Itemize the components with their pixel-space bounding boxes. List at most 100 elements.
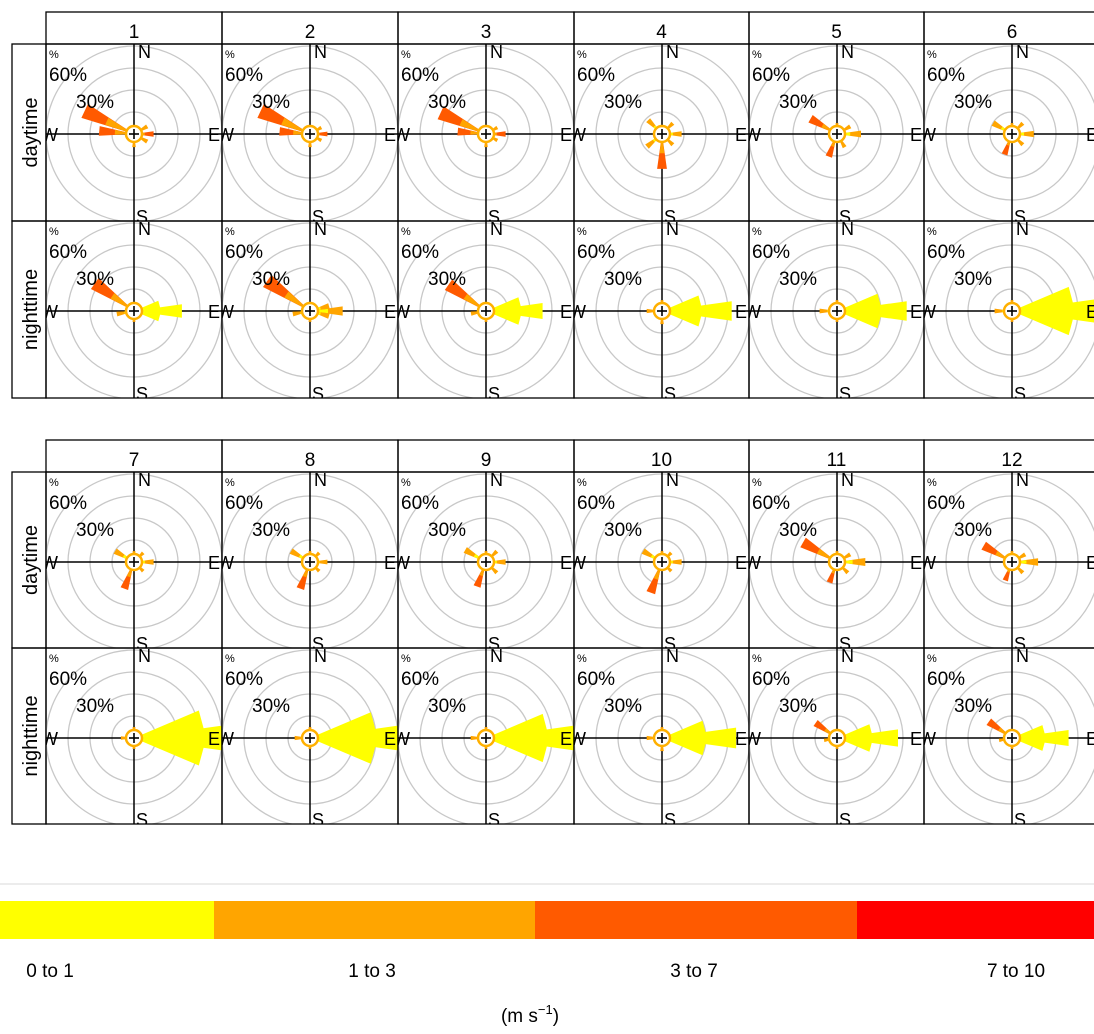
east-label: E: [910, 729, 922, 749]
ring-label: 60%: [225, 65, 263, 86]
wind-rose-panel: % 60% 30% N S W E: [744, 220, 925, 399]
ring-label: 60%: [401, 242, 439, 263]
east-label: E: [208, 125, 220, 145]
west-label: W: [919, 553, 936, 573]
east-label: E: [1086, 729, 1094, 749]
ring-label: 60%: [927, 669, 965, 690]
ring-label: %: [49, 49, 59, 61]
wind-petal: [837, 729, 898, 747]
legend-bin-label: 7 to 10: [987, 961, 1045, 982]
east-label: E: [560, 302, 572, 322]
west-label: W: [744, 553, 761, 573]
north-label: N: [138, 219, 151, 239]
ring-label: 30%: [779, 520, 817, 541]
wind-rose-panel: % 60% 30% N S W E: [569, 43, 750, 227]
south-label: S: [1014, 634, 1026, 654]
wind-rose-panel: % 60% 30% N S W E: [923, 220, 1094, 399]
ring-label: %: [49, 653, 59, 665]
ring-label: 30%: [954, 696, 992, 717]
ring-label: %: [401, 49, 411, 61]
ring-label: 30%: [604, 92, 642, 113]
ring-label: 60%: [927, 493, 965, 514]
north-label: N: [314, 646, 327, 666]
wind-petal: [662, 295, 702, 311]
wind-rose-plot: % 60% 30% N S W E: [574, 470, 749, 654]
south-label: S: [488, 810, 500, 830]
north-label: N: [138, 42, 151, 62]
row-label: daytime: [20, 97, 42, 167]
ring-label: %: [401, 653, 411, 665]
ring-label: 30%: [76, 269, 114, 290]
ring-label: 60%: [49, 493, 87, 514]
east-label: E: [560, 125, 572, 145]
wind-petal: [837, 293, 881, 311]
wind-rose-panel: % 60% 30% N S W E: [573, 220, 750, 399]
ring-label: 30%: [428, 696, 466, 717]
ring-label: 60%: [577, 65, 615, 86]
north-label: N: [314, 470, 327, 490]
wind-rose-plot: % 60% 30% N S W E: [222, 646, 398, 830]
wind-rose-plot: % 60% 30% N S W E: [569, 44, 749, 227]
wind-petal: [662, 738, 706, 756]
east-label: E: [384, 553, 396, 573]
legend-unit-base: (m s: [501, 1006, 538, 1027]
west-label: W: [393, 729, 410, 749]
north-label: N: [666, 646, 679, 666]
wind-rose-panel: % 60% 30% N S W E: [919, 647, 1094, 825]
ring-label: 60%: [752, 65, 790, 86]
south-label: S: [664, 810, 676, 830]
east-label: E: [384, 125, 396, 145]
ring-label: %: [225, 226, 235, 238]
wind-rose-panel: % 60% 30% N S W E: [221, 646, 399, 830]
north-label: N: [666, 470, 679, 490]
north-label: N: [841, 646, 854, 666]
month-label: 5: [831, 22, 842, 43]
west-label: W: [569, 125, 586, 145]
ring-label: 30%: [428, 520, 466, 541]
wind-rose-plot: % 60% 30% N S W E: [41, 42, 222, 221]
south-label: S: [664, 207, 676, 227]
wind-rose-plot: % 60% 30% N S W E: [41, 648, 222, 824]
east-label: E: [208, 729, 220, 749]
north-label: N: [138, 470, 151, 490]
wind-rose-plot: % 60% 30% N S W E: [574, 646, 749, 830]
wind-rose-panel: % 60% 30% N S W E: [744, 646, 925, 825]
legend-bin-label: 0 to 1: [26, 961, 74, 982]
west-label: W: [744, 302, 761, 322]
south-label: S: [664, 634, 676, 654]
ring-label: %: [225, 653, 235, 665]
wind-rose-panel: % 60% 30% N S W E: [573, 470, 750, 654]
wind-rose-plot: % 60% 30% N S W E: [46, 470, 222, 648]
north-label: N: [1016, 42, 1029, 62]
wind-petal: [837, 724, 872, 738]
west-label: W: [744, 729, 761, 749]
ring-label: %: [927, 226, 937, 238]
south-label: S: [488, 384, 500, 404]
legend-unit-superscript: −1: [538, 1002, 553, 1017]
ring-label: %: [225, 49, 235, 61]
legend-bin-label: 1 to 3: [348, 961, 396, 982]
east-label: E: [560, 729, 572, 749]
ring-label: %: [927, 477, 937, 489]
legend-color-swatch: [214, 901, 535, 939]
wind-rose-plot: % 60% 30% N S W E: [222, 219, 398, 398]
west-label: W: [919, 729, 936, 749]
wind-rose-panel: % 60% 30% N S W E: [748, 43, 925, 222]
ring-label: 60%: [401, 669, 439, 690]
east-label: E: [910, 125, 922, 145]
wind-petal: [837, 738, 872, 752]
south-label: S: [312, 810, 324, 830]
north-label: N: [490, 646, 503, 666]
wind-rose-plot: % 60% 30% N S W E: [574, 221, 749, 398]
ring-label: 60%: [49, 242, 87, 263]
wind-rose-panel: % 60% 30% N S W E: [923, 42, 1094, 222]
north-label: N: [314, 219, 327, 239]
south-label: S: [488, 634, 500, 654]
south-label: S: [312, 207, 324, 227]
west-label: W: [41, 125, 58, 145]
east-label: E: [735, 729, 747, 749]
row-label: daytime: [20, 525, 42, 595]
north-label: N: [490, 42, 503, 62]
west-label: W: [41, 729, 58, 749]
east-label: E: [208, 553, 220, 573]
